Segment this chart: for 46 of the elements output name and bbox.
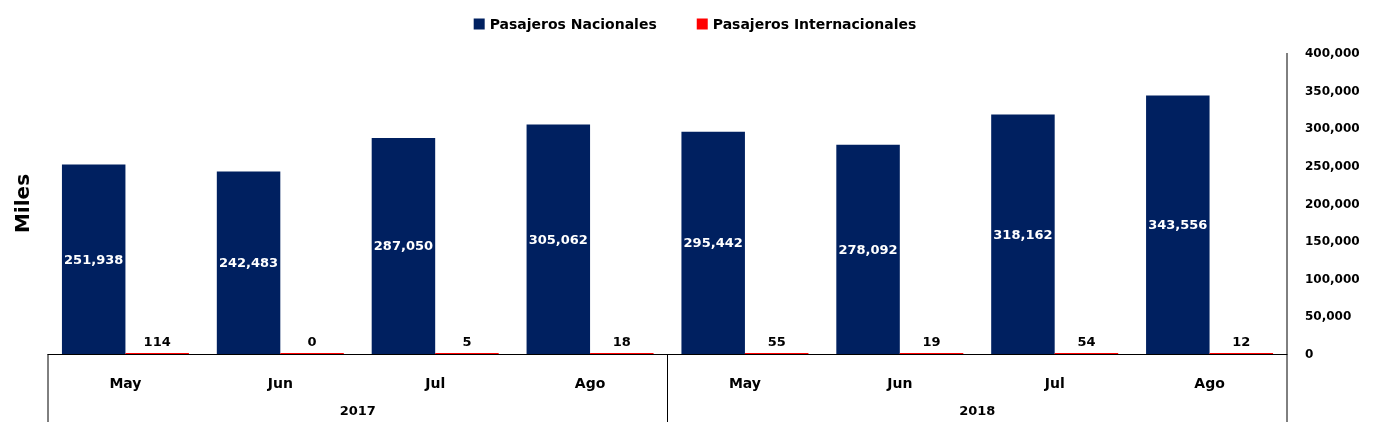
- data-label: 19: [922, 334, 941, 349]
- bar: [1146, 95, 1210, 354]
- data-label: 287,050: [373, 238, 434, 254]
- bar: [526, 124, 591, 354]
- y-tick-label: 0: [1305, 347, 1314, 361]
- data-label: 0: [307, 334, 317, 349]
- data-label: 54: [1077, 334, 1096, 349]
- x-tick-label: Jul: [424, 375, 446, 391]
- x-tick-label: Ago: [574, 375, 606, 391]
- y-tick-label: 350,000: [1305, 83, 1360, 98]
- x-tick-label: May: [109, 375, 142, 391]
- text: 2017: [339, 402, 376, 418]
- data-label: 278,092: [838, 241, 898, 257]
- x-tick-label: Jun: [266, 375, 293, 391]
- bar: [836, 144, 900, 354]
- data-label: 343,556: [1148, 217, 1208, 233]
- data-label: 18: [612, 334, 631, 349]
- legend-label: Pasajeros Internacionales: [712, 16, 917, 32]
- data-label: 242,483: [218, 255, 279, 271]
- y-tick-label: 250,000: [1305, 158, 1360, 173]
- x-tick-label: May: [728, 375, 761, 391]
- y-tick-label: 300,000: [1305, 121, 1360, 136]
- x-tick-label: Ago: [1194, 375, 1226, 391]
- bar: [61, 164, 126, 354]
- data-label: 305,062: [528, 231, 588, 247]
- data-label: 295,442: [683, 235, 743, 251]
- x-tick-label: Jul: [1043, 375, 1065, 391]
- legend-label: Pasajeros Nacionales: [489, 16, 657, 32]
- data-label: 318,162: [993, 226, 1053, 242]
- y-tick-label: 200,000: [1305, 196, 1360, 211]
- data-label: 12: [1232, 334, 1251, 349]
- y-axis-title: Miles: [10, 173, 34, 234]
- y-tick-label: 100,000: [1305, 271, 1360, 286]
- x-tick-label: Jun: [886, 375, 913, 391]
- data-label: 5: [462, 334, 472, 349]
- y-tick-label: 50,000: [1305, 309, 1352, 324]
- bar: [681, 131, 745, 354]
- bar: [371, 137, 436, 354]
- data-label: 114: [143, 334, 171, 349]
- y-tick-label: 400,000: [1305, 46, 1360, 60]
- bar: [991, 114, 1055, 354]
- data-label: 251,938: [64, 251, 124, 267]
- bar: [216, 171, 281, 354]
- y-tick-label: 150,000: [1305, 234, 1360, 249]
- data-label: 55: [767, 334, 786, 349]
- text: 2018: [959, 402, 996, 418]
